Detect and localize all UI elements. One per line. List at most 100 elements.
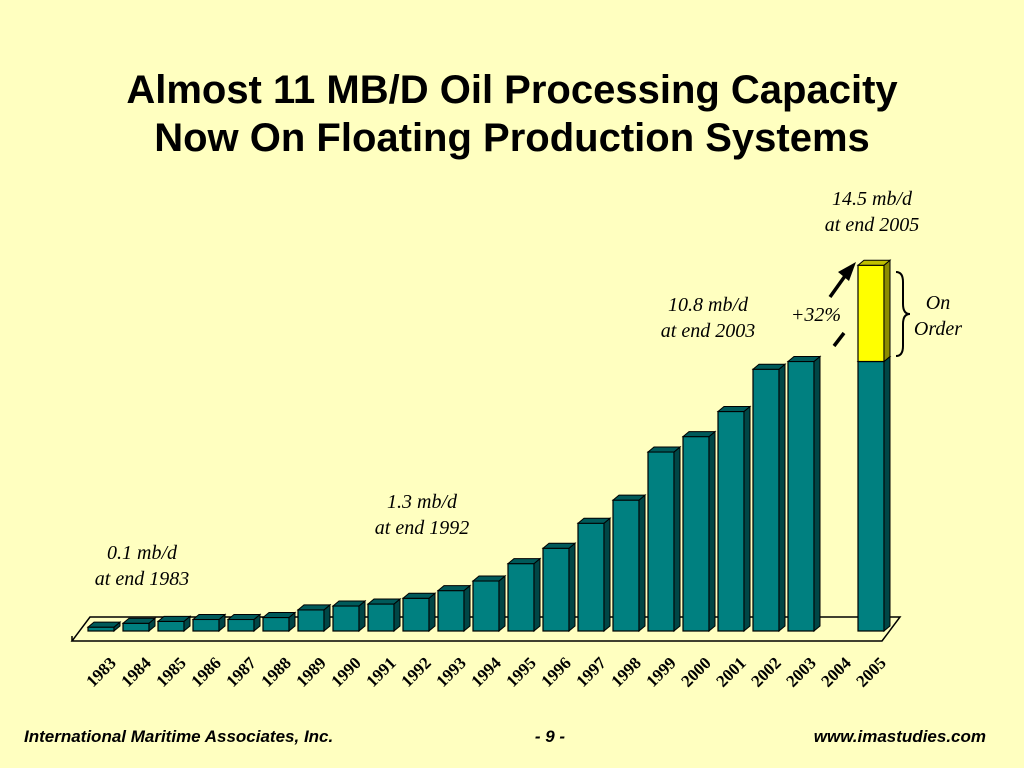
- annotation-1983-label: at end 1983: [94, 568, 190, 590]
- bar-2000: [681, 430, 717, 633]
- bar-top-1993: [436, 585, 472, 592]
- bar-top-1991: [366, 598, 402, 605]
- bar-side-1992: [428, 592, 436, 633]
- bar-top-1995: [506, 558, 542, 565]
- x-tick-1992: 1992: [397, 653, 434, 690]
- x-tick-1995: 1995: [502, 653, 539, 690]
- x-tick-2005: 2005: [852, 653, 889, 690]
- on-order-brace: [895, 271, 911, 357]
- bar-1988: [261, 611, 297, 633]
- x-tick-2000: 2000: [677, 653, 714, 690]
- x-tick-2004: 2004: [817, 653, 855, 691]
- bar-1983: [86, 621, 122, 633]
- bar-top-1986: [191, 613, 227, 620]
- bar-front-1992: [402, 597, 430, 632]
- annotation-1992-label: at end 1992: [374, 517, 470, 539]
- annotation-1983: 0.1 mb/d at end 1983: [72, 540, 212, 592]
- bar-2001: [716, 405, 752, 633]
- bar-top-2005: [856, 259, 892, 266]
- bar-front-2002: [752, 368, 780, 632]
- title-line-1: Almost 11 MB/D Oil Processing Capacity: [126, 68, 898, 112]
- bar-top-1983: [86, 621, 122, 628]
- bar-front-1995: [507, 563, 535, 632]
- footer-company: International Maritime Associates, Inc.: [24, 727, 334, 746]
- bar-top-1985: [156, 615, 192, 622]
- growth-arrow-head: [838, 262, 856, 281]
- x-tick-labels: 1983198419851986198719881989199019911992…: [82, 653, 889, 691]
- bar-front-1994: [472, 580, 500, 632]
- chart-bars: [86, 259, 892, 633]
- bar-1998: [611, 494, 647, 633]
- bar-2003: [786, 355, 822, 633]
- annotation-1983-value: 0.1 mb/d: [107, 542, 177, 564]
- bar-front-1991: [367, 603, 395, 632]
- bar-1993: [436, 584, 472, 633]
- bar-2005: [856, 355, 892, 633]
- bar-top-1998: [611, 494, 647, 501]
- bar-side-1995: [533, 557, 541, 633]
- bar-1994: [471, 574, 507, 633]
- bar-side-2005: [883, 355, 891, 633]
- bar-side-1997: [603, 517, 611, 633]
- annotation-2003-value: 10.8 mb/d: [668, 294, 748, 316]
- bar-side-2005: [883, 259, 891, 363]
- annotation-2003-label: at end 2003: [660, 320, 756, 342]
- bar-front-2000: [682, 435, 710, 632]
- bar-side-1993: [463, 584, 471, 633]
- bar-front-1989: [297, 609, 325, 632]
- bar-front-1986: [192, 618, 220, 632]
- bar-top-2001: [716, 406, 752, 413]
- bar-front-1983: [87, 626, 115, 632]
- x-tick-1996: 1996: [537, 653, 574, 690]
- x-tick-1999: 1999: [642, 653, 679, 690]
- bar-1997: [576, 517, 612, 633]
- bar-top-1997: [576, 517, 612, 524]
- bar-front-1987: [227, 618, 255, 632]
- bar-top-1996: [541, 542, 577, 549]
- bar-1986: [191, 613, 227, 633]
- bar-top-1999: [646, 446, 682, 453]
- bar-front-1999: [647, 451, 675, 632]
- annotation-1992-value: 1.3 mb/d: [387, 491, 457, 513]
- x-tick-1987: 1987: [222, 653, 260, 691]
- bar-2002: [751, 363, 787, 633]
- bar-front-1997: [577, 522, 605, 632]
- bar-front-2001: [717, 410, 745, 632]
- bar-side-1994: [498, 574, 506, 633]
- x-tick-1997: 1997: [572, 653, 610, 691]
- bar-side-2001: [743, 405, 751, 633]
- bar-1999: [646, 445, 682, 633]
- bar-top-1989: [296, 604, 332, 611]
- x-tick-1986: 1986: [187, 653, 224, 690]
- bar-top-1990: [331, 600, 367, 607]
- bar-on-order-2005: [856, 259, 892, 363]
- x-tick-2003: 2003: [782, 653, 819, 690]
- chart-annotations: [828, 262, 911, 357]
- footer-website[interactable]: www.imastudies.com: [813, 727, 986, 746]
- bar-top-1984: [121, 617, 157, 624]
- bar-top-1987: [226, 613, 262, 620]
- bar-front-1988: [262, 616, 290, 632]
- bar-side-2003: [813, 355, 821, 633]
- bar-front-1985: [157, 620, 185, 632]
- on-order-line-2: Order: [913, 318, 963, 340]
- bar-top-1992: [401, 592, 437, 599]
- bar-front-2003: [787, 360, 815, 632]
- bar-1990: [331, 599, 367, 633]
- annotation-1992: 1.3 mb/d at end 1992: [352, 489, 492, 541]
- bar-1992: [401, 592, 437, 633]
- bar-front-2005: [857, 360, 885, 632]
- x-tick-1983: 1983: [82, 653, 119, 690]
- bar-top-1994: [471, 575, 507, 582]
- bar-side-1996: [568, 542, 576, 633]
- x-tick-1998: 1998: [607, 653, 644, 690]
- annotation-2005: 14.5 mb/d at end 2005: [800, 186, 944, 238]
- bar-1989: [296, 603, 332, 633]
- bar-1985: [156, 615, 192, 633]
- bar-top-2002: [751, 363, 787, 370]
- on-order-line-1: On: [925, 292, 951, 314]
- bar-1995: [506, 557, 542, 633]
- bar-top-2003: [786, 356, 822, 362]
- annotation-2003: 10.8 mb/d at end 2003: [636, 292, 780, 344]
